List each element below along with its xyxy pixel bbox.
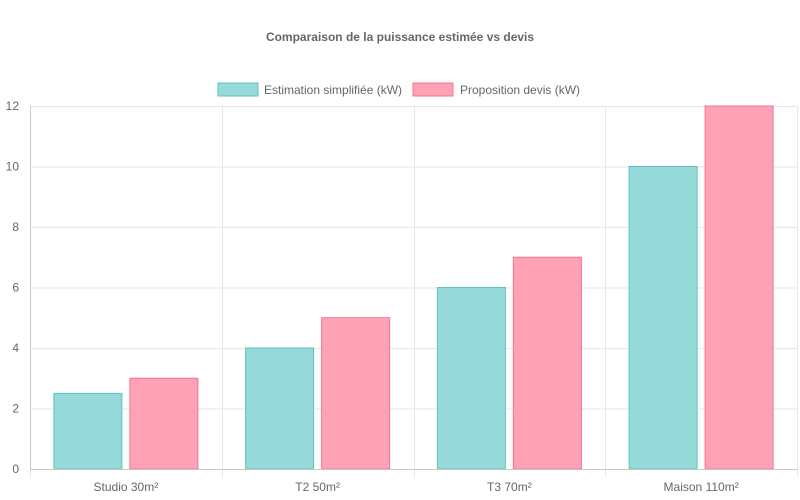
y-axis-ticks: 0 2 4 6 8 10 12	[6, 99, 20, 476]
x-tick-label-3: Maison 110m²	[664, 480, 739, 494]
chart-title: Comparaison de la puissance estimée vs d…	[266, 30, 534, 44]
x-tick-label-0: Studio 30m²	[94, 480, 159, 494]
legend-label-1[interactable]: Proposition devis (kW)	[460, 83, 580, 97]
bar-0-0[interactable]	[53, 392, 123, 470]
bar-1-0[interactable]	[129, 377, 199, 470]
y-tick-label-4: 8	[12, 220, 19, 234]
y-tick-label-2: 4	[12, 341, 19, 355]
bar-0-1[interactable]	[245, 347, 315, 470]
y-tick-label-1: 2	[12, 402, 19, 416]
y-tick-label-0: 0	[12, 462, 19, 476]
legend-swatch-0[interactable]	[217, 82, 259, 97]
bar-1-3[interactable]	[704, 105, 774, 470]
legend: Estimation simplifiée (kW) Proposition de…	[217, 82, 580, 97]
y-tick-label-5: 10	[6, 160, 20, 174]
legend-label-0[interactable]: Estimation simplifiée (kW)	[264, 83, 402, 97]
bar-1-2[interactable]	[512, 256, 582, 470]
bars	[53, 105, 774, 470]
bar-1-1[interactable]	[321, 317, 391, 470]
y-tick-label-3: 6	[12, 281, 19, 295]
bar-0-3[interactable]	[628, 166, 698, 470]
legend-swatch-1[interactable]	[412, 82, 454, 97]
x-tick-label-1: T2 50m²	[295, 480, 340, 494]
x-tick-label-2: T3 70m²	[487, 480, 532, 494]
bar-0-2[interactable]	[436, 287, 506, 470]
y-tick-label-6: 12	[6, 99, 20, 113]
x-axis-ticks: Studio 30m² T2 50m² T3 70m² Maison 110m²	[94, 480, 739, 494]
axes	[30, 106, 797, 470]
